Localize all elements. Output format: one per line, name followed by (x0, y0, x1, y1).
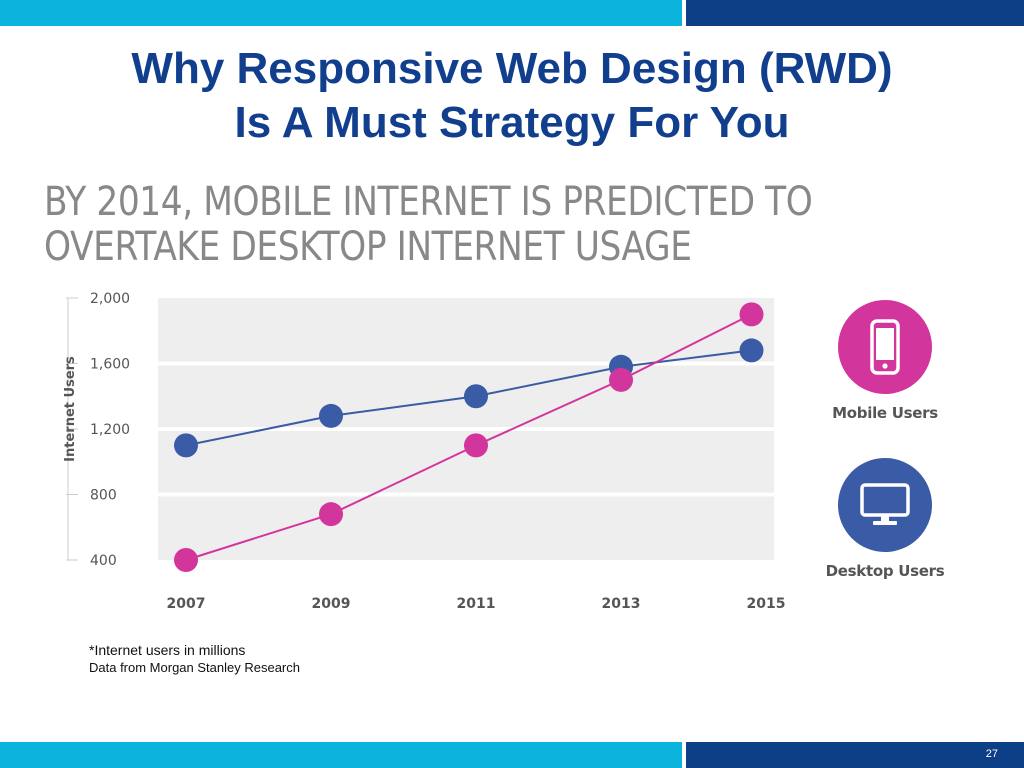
desktop-users-point (464, 384, 488, 409)
mobile-users-point (319, 502, 343, 527)
desktop-legend-circle (838, 458, 932, 552)
mobile-users-point (609, 367, 633, 392)
mobile-legend-circle (838, 300, 932, 394)
monitor-icon (860, 483, 910, 525)
desktop-users-point (319, 403, 343, 428)
legend-desktop-users: Desktop Users (820, 458, 950, 580)
slide-title-line1: Why Responsive Web Design (RWD) (131, 44, 893, 93)
x-tick-label: 2011 (457, 596, 496, 612)
y-tick-label: 800 (90, 488, 117, 504)
top-accent-bar-light (0, 0, 682, 26)
slide-title-line2: Is A Must Strategy For You (234, 98, 790, 147)
mobile-users-point (739, 302, 764, 327)
footnote: *Internet users in millions Data from Mo… (89, 641, 300, 676)
slide-number: 27 (985, 748, 998, 760)
mobile-users-point (174, 548, 198, 572)
desktop-users-point (174, 433, 198, 458)
legend-mobile-users: Mobile Users (820, 300, 950, 422)
line-chart: 400 800 1,200 1,600 2,000 Internet Users 2007 2… (63, 291, 786, 612)
bottom-accent-bar-light (0, 742, 682, 768)
footnote-source: Data from Morgan Stanley Research (89, 660, 300, 675)
x-tick-label: 2007 (167, 596, 206, 612)
chart-headline: BY 2014, MOBILE INTERNET IS PREDICTED TO… (44, 179, 813, 270)
y-tick-label: 1,600 (90, 357, 130, 373)
y-tick-label: 1,200 (90, 422, 130, 438)
chart-headline-line2: OVERTAKE DESKTOP INTERNET USAGE (44, 224, 692, 270)
footnote-units: *Internet users in millions (89, 642, 246, 658)
phone-icon (870, 319, 900, 375)
slide-title: Why Responsive Web Design (RWD) Is A Mus… (0, 42, 1024, 150)
x-tick-label: 2015 (747, 596, 786, 612)
y-tick-label: 2,000 (90, 291, 130, 307)
chart-headline-line1: BY 2014, MOBILE INTERNET IS PREDICTED TO (44, 179, 813, 225)
legend-label-mobile: Mobile Users (832, 404, 938, 422)
legend-label-desktop: Desktop Users (825, 562, 945, 580)
desktop-users-point (739, 338, 764, 363)
x-tick-label: 2009 (312, 596, 351, 612)
y-axis-label: Internet Users (63, 356, 78, 462)
mobile-users-point (464, 433, 488, 458)
y-tick-label: 400 (90, 553, 117, 569)
bottom-accent-bar-dark (686, 742, 1024, 768)
x-tick-label: 2013 (602, 596, 641, 612)
top-accent-bar-dark (686, 0, 1024, 26)
